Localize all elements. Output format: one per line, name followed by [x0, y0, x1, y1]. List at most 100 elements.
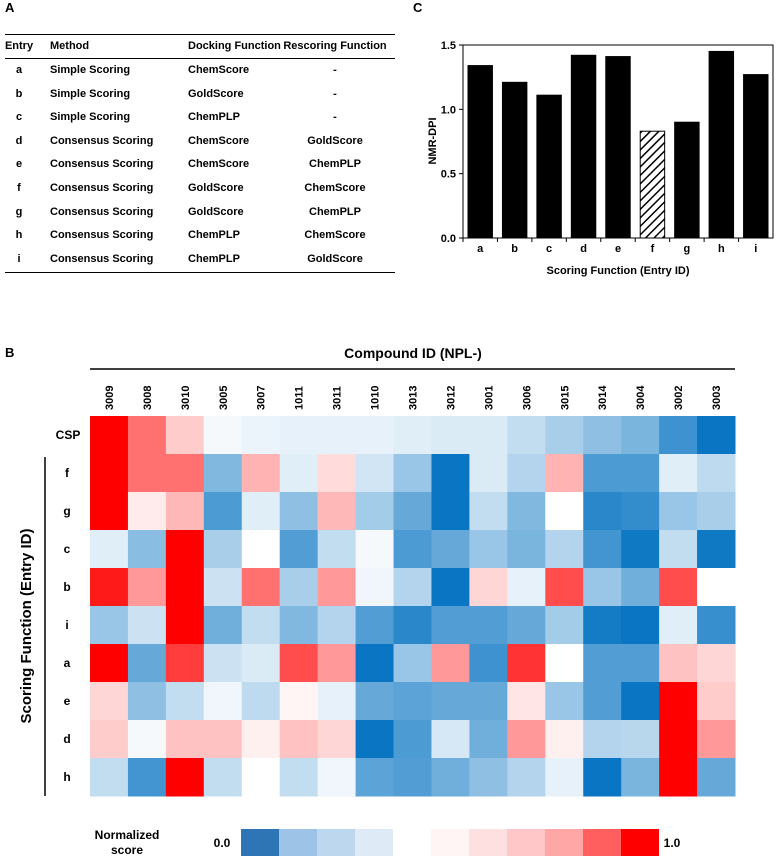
legend-swatch — [545, 829, 583, 856]
heatmap-cell — [241, 758, 281, 797]
heatmap-cell — [393, 644, 432, 683]
heatmap-cell — [583, 568, 622, 607]
legend-swatch — [469, 829, 507, 856]
table-cell: GoldScore — [188, 182, 244, 194]
heatmap-cell — [507, 682, 546, 721]
heatmap-column-label: 3009 — [104, 386, 116, 410]
heatmap-cell — [431, 720, 470, 759]
legend-max-label: 1.0 — [664, 836, 681, 850]
legend-swatch — [279, 829, 317, 856]
heatmap-cell — [507, 758, 546, 797]
table-cell: GoldScore — [188, 87, 244, 100]
heatmap-cell — [393, 530, 432, 569]
table-cell: Consensus Scoring — [50, 229, 154, 242]
table-header-rule — [5, 58, 395, 59]
heatmap-cell — [469, 758, 508, 797]
heatmap-cell — [659, 644, 698, 683]
heatmap-cell — [355, 568, 395, 607]
bar-g — [674, 121, 700, 239]
heatmap-cell — [621, 530, 660, 569]
bar-d — [570, 54, 597, 239]
heatmap-cell — [621, 720, 660, 759]
heatmap-cell — [545, 644, 584, 683]
table-cell: g — [15, 205, 23, 218]
heatmap-cell — [355, 416, 395, 455]
heatmap-cell — [621, 492, 660, 531]
heatmap-cell — [697, 416, 736, 455]
heatmap-cell — [469, 492, 508, 531]
heatmap-cell — [469, 644, 508, 683]
heatmap-cell — [659, 606, 698, 645]
heatmap-cell — [127, 492, 167, 531]
heatmap-cell — [507, 606, 546, 645]
heatmap-row-label: g — [63, 504, 70, 518]
heatmap-cell — [621, 568, 660, 607]
table-header-cell: Rescoring Function — [283, 40, 387, 52]
heatmap-cell — [697, 682, 736, 721]
heatmap-cell — [545, 454, 584, 493]
heatmap-cell — [279, 606, 319, 645]
x-tick-label: b — [511, 243, 518, 255]
bar-b — [501, 81, 528, 239]
heatmap-cell — [621, 758, 660, 797]
y-tick-label: 0.0 — [441, 233, 456, 245]
x-tick-label: c — [546, 243, 552, 255]
heatmap-cell — [697, 492, 736, 531]
heatmap-cell — [127, 606, 167, 645]
heatmap-cell — [431, 758, 470, 797]
heatmap-cell — [583, 758, 622, 797]
panel-label-c: C — [413, 0, 423, 15]
heatmap-cell — [90, 682, 129, 721]
heatmap-row-label: b — [63, 580, 70, 594]
heatmap-column-label: 3002 — [673, 386, 685, 410]
heatmap-cell — [90, 530, 129, 569]
heatmap-column-label: 1011 — [294, 386, 306, 410]
heatmap-cell — [507, 568, 546, 607]
heatmap-cell — [545, 758, 584, 797]
table-cell: ChemPLP — [188, 252, 240, 265]
panel-label-b: B — [5, 345, 15, 360]
heatmap-cell — [241, 492, 281, 531]
table-cell: Consensus Scoring — [50, 252, 154, 265]
heatmap-cell — [279, 416, 319, 455]
heatmap-cell — [697, 644, 736, 683]
heatmap-cell — [583, 454, 622, 493]
heatmap-cell — [317, 682, 357, 721]
bar-x-axis-label: Scoring Function (Entry ID) — [547, 265, 690, 277]
heatmap-cell — [127, 530, 167, 569]
heatmap-cell — [241, 454, 281, 493]
heatmap-cell — [469, 720, 508, 759]
legend-title: Normalized score — [95, 828, 160, 857]
heatmap-cell — [279, 644, 319, 683]
y-tick-label: 0.5 — [441, 169, 456, 181]
bar-e — [605, 56, 631, 239]
table-cell: Consensus Scoring — [50, 158, 154, 171]
heatmap-cell — [469, 416, 508, 455]
heatmap-cell — [203, 758, 243, 797]
heatmap-cell — [90, 492, 129, 531]
heatmap-cell — [545, 606, 584, 645]
heatmap-cell — [317, 644, 357, 683]
heatmap-cell — [469, 606, 508, 645]
heatmap-cell — [697, 606, 736, 645]
heatmap-title: Compound ID (NPL-) — [344, 345, 482, 361]
heatmap-cell — [127, 758, 167, 797]
heatmap-cell — [355, 758, 395, 797]
heatmap-cell — [203, 454, 243, 493]
bar-f — [639, 130, 666, 239]
heatmap-row-label: a — [64, 656, 71, 670]
heatmap-cell — [431, 644, 470, 683]
bar-a — [467, 65, 493, 239]
heatmap-cell — [90, 416, 129, 455]
table-cell: e — [15, 158, 23, 171]
heatmap-cell — [279, 454, 319, 493]
legend-swatch — [507, 829, 545, 856]
heatmap-column-label: 3008 — [142, 386, 154, 410]
heatmap-column-label: 1010 — [370, 386, 382, 410]
table-cell: a — [15, 64, 23, 76]
heatmap-cell — [545, 568, 584, 607]
heatmap-cell — [393, 720, 432, 759]
y-tick-label: 1.5 — [441, 40, 456, 52]
heatmap-cell — [279, 530, 319, 569]
